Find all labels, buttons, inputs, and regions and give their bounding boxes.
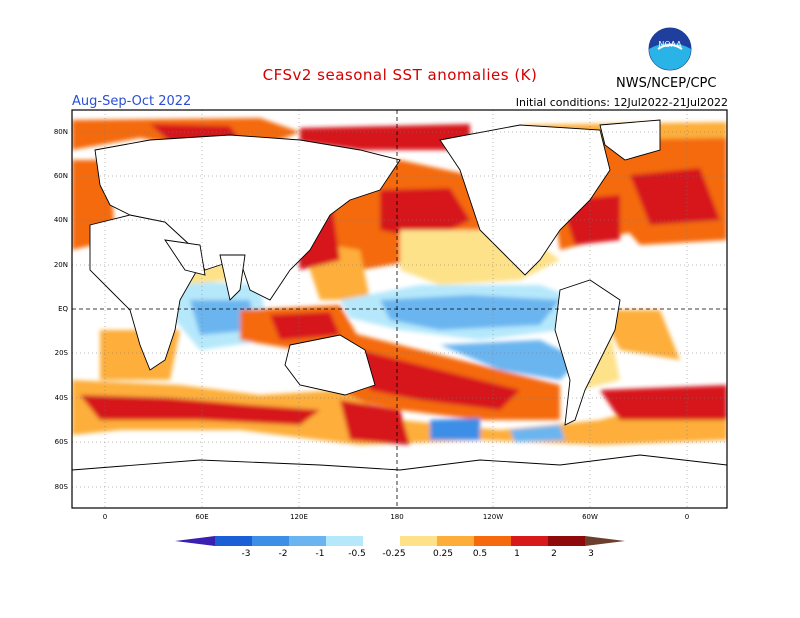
lat-label: 40N bbox=[54, 216, 68, 224]
colorbar-bin bbox=[437, 536, 475, 546]
colorbar-bin bbox=[474, 536, 512, 546]
colorbar-label: -0.5 bbox=[348, 549, 366, 559]
colorbar-arrow-right bbox=[585, 536, 625, 546]
colorbar-label: -3 bbox=[242, 549, 251, 559]
colorbar-label: -1 bbox=[316, 549, 325, 559]
lat-label: 80N bbox=[54, 128, 68, 136]
initial-conditions: Initial conditions: 12Jul2022-21Jul2022 bbox=[515, 96, 728, 109]
colorbar-label: 3 bbox=[588, 549, 594, 559]
lon-label: 60W bbox=[582, 513, 598, 521]
colorbar-arrow-left bbox=[175, 536, 215, 546]
colorbar-label: -2 bbox=[279, 549, 288, 559]
lat-label: 60N bbox=[54, 172, 68, 180]
colorbar-bin bbox=[289, 536, 327, 546]
map-border bbox=[71, 109, 728, 509]
colorbar: -3 -2 -1 -0.5 -0.25 0.25 0.5 1 2 3 bbox=[175, 536, 625, 559]
lat-label: 40S bbox=[55, 394, 69, 402]
agency-label: NWS/NCEP/CPC bbox=[616, 76, 717, 91]
colorbar-bin bbox=[400, 536, 438, 546]
colorbar-bin bbox=[511, 536, 549, 546]
colorbar-label: 0.25 bbox=[433, 549, 453, 559]
lat-label: EQ bbox=[58, 305, 68, 313]
colorbar-bin bbox=[548, 536, 586, 546]
forecast-period: Aug-Sep-Oct 2022 bbox=[72, 94, 192, 109]
noaa-logo-text: NOAA bbox=[658, 40, 682, 49]
colorbar-bin bbox=[363, 536, 401, 546]
lon-label: 0 bbox=[685, 513, 689, 521]
colorbar-label: -0.25 bbox=[382, 549, 405, 559]
noaa-logo: NOAA bbox=[648, 27, 692, 71]
colorbar-bin bbox=[326, 536, 364, 546]
lat-label: 80S bbox=[55, 483, 69, 491]
lon-label: 120W bbox=[483, 513, 503, 521]
colorbar-label: 2 bbox=[551, 549, 557, 559]
lat-label: 20N bbox=[54, 261, 68, 269]
colorbar-bin bbox=[252, 536, 290, 546]
coastlines bbox=[72, 119, 727, 508]
colorbar-label: 0.5 bbox=[473, 549, 487, 559]
lon-label: 120E bbox=[290, 513, 308, 521]
lat-label: 60S bbox=[55, 438, 69, 446]
lon-label: 0 bbox=[103, 513, 107, 521]
colorbar-label: 1 bbox=[514, 549, 520, 559]
anomaly-field bbox=[72, 118, 727, 508]
latitude-labels: 80N 60N 40N 20N EQ 20S 40S 60S 80S bbox=[54, 128, 69, 491]
lon-label: 60E bbox=[195, 513, 208, 521]
lat-label: 20S bbox=[55, 349, 69, 357]
lon-label: 180 bbox=[390, 513, 403, 521]
longitude-labels: 0 60E 120E 180 120W 60W 0 bbox=[103, 513, 689, 521]
colorbar-bin bbox=[215, 536, 253, 546]
map-title: CFSv2 seasonal SST anomalies (K) bbox=[262, 66, 538, 84]
